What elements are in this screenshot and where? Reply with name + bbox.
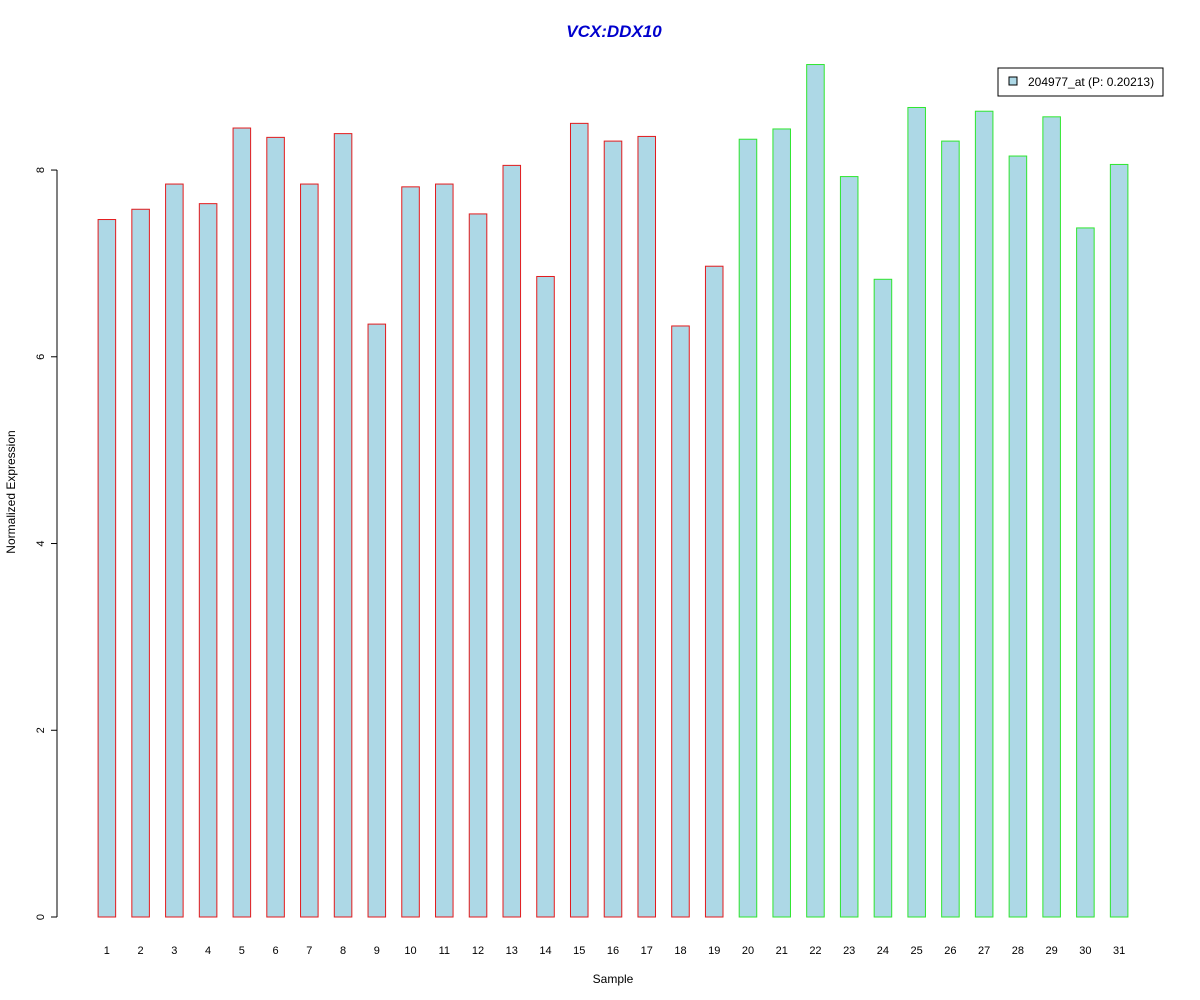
legend-swatch [1008, 76, 1018, 86]
x-tick-label: 26 [944, 945, 956, 957]
bar [401, 186, 420, 918]
legend-label: 204977_at (P: 0.20213) [1028, 75, 1154, 89]
x-tick-label: 18 [674, 945, 686, 957]
bar [637, 135, 657, 918]
bar [569, 122, 589, 918]
bar [367, 323, 387, 918]
bar [1042, 116, 1061, 918]
x-tick-label: 15 [573, 945, 585, 957]
x-axis: 1 2 3 4 5 6 7 8 9 10 11 12 13 14 15 16 17 18 19 20 21 22 23 24 2… [104, 945, 1125, 957]
bar [974, 110, 994, 918]
y-tick-label: 8 [35, 167, 47, 173]
x-tick-label: 21 [776, 945, 788, 957]
bar [1008, 155, 1028, 918]
bar [806, 64, 825, 918]
x-tick-label: 2 [138, 945, 144, 957]
bar [873, 278, 893, 918]
bar [704, 265, 724, 918]
x-tick-label: 10 [404, 945, 416, 957]
bars [97, 64, 1129, 918]
y-axis: 0 2 4 6 8 [35, 167, 58, 920]
x-tick-label: 20 [742, 945, 754, 957]
bar [468, 213, 488, 918]
x-tick-label: 4 [205, 945, 211, 957]
y-tick-label: 0 [35, 914, 47, 920]
x-tick-label: 23 [843, 945, 855, 957]
bar [333, 133, 353, 918]
bar [131, 208, 150, 918]
bar [1109, 163, 1129, 918]
x-tick-label: 5 [239, 945, 245, 957]
x-tick-label: 22 [809, 945, 821, 957]
bar [772, 128, 791, 918]
bar [907, 106, 926, 918]
x-tick-label: 25 [911, 945, 923, 957]
x-tick-label: 19 [708, 945, 720, 957]
bar [839, 176, 859, 918]
x-tick-label: 11 [439, 945, 450, 957]
bar [941, 140, 960, 918]
bar [671, 325, 690, 918]
y-tick-label: 2 [35, 727, 47, 733]
bar [232, 127, 252, 918]
x-tick-label: 30 [1079, 945, 1091, 957]
x-tick-label: 9 [374, 945, 380, 957]
bar [738, 138, 758, 918]
bar [266, 136, 285, 918]
x-tick-label: 24 [877, 945, 889, 957]
x-tick-label: 6 [273, 945, 279, 957]
bar [435, 183, 454, 918]
x-axis-label: Sample [593, 972, 634, 986]
y-tick-label: 4 [35, 540, 47, 546]
chart-title: VCX:DDX10 [566, 22, 662, 41]
bar [536, 275, 555, 918]
x-tick-label: 7 [306, 945, 312, 957]
bar [300, 183, 319, 918]
x-tick-label: 28 [1012, 945, 1024, 957]
x-tick-label: 13 [506, 945, 518, 957]
bar [1076, 227, 1095, 918]
legend: 204977_at (P: 0.20213) [997, 67, 1164, 97]
bar [165, 183, 184, 918]
x-tick-label: 16 [607, 945, 619, 957]
bar [502, 164, 522, 918]
x-tick-label: 31 [1113, 945, 1125, 957]
x-tick-label: 12 [472, 945, 484, 957]
y-axis-label: Normalized Expression [4, 430, 18, 553]
x-tick-label: 14 [539, 945, 551, 957]
bar [603, 140, 623, 918]
x-tick-label: 1 [104, 945, 110, 957]
x-tick-label: 3 [171, 945, 177, 957]
y-tick-label: 6 [35, 354, 47, 360]
x-tick-label: 17 [641, 945, 653, 957]
bar [198, 203, 218, 918]
x-tick-label: 29 [1046, 945, 1058, 957]
legend-box [997, 67, 1164, 97]
bar [97, 219, 117, 918]
x-tick-label: 27 [978, 945, 990, 957]
x-tick-label: 8 [340, 945, 346, 957]
